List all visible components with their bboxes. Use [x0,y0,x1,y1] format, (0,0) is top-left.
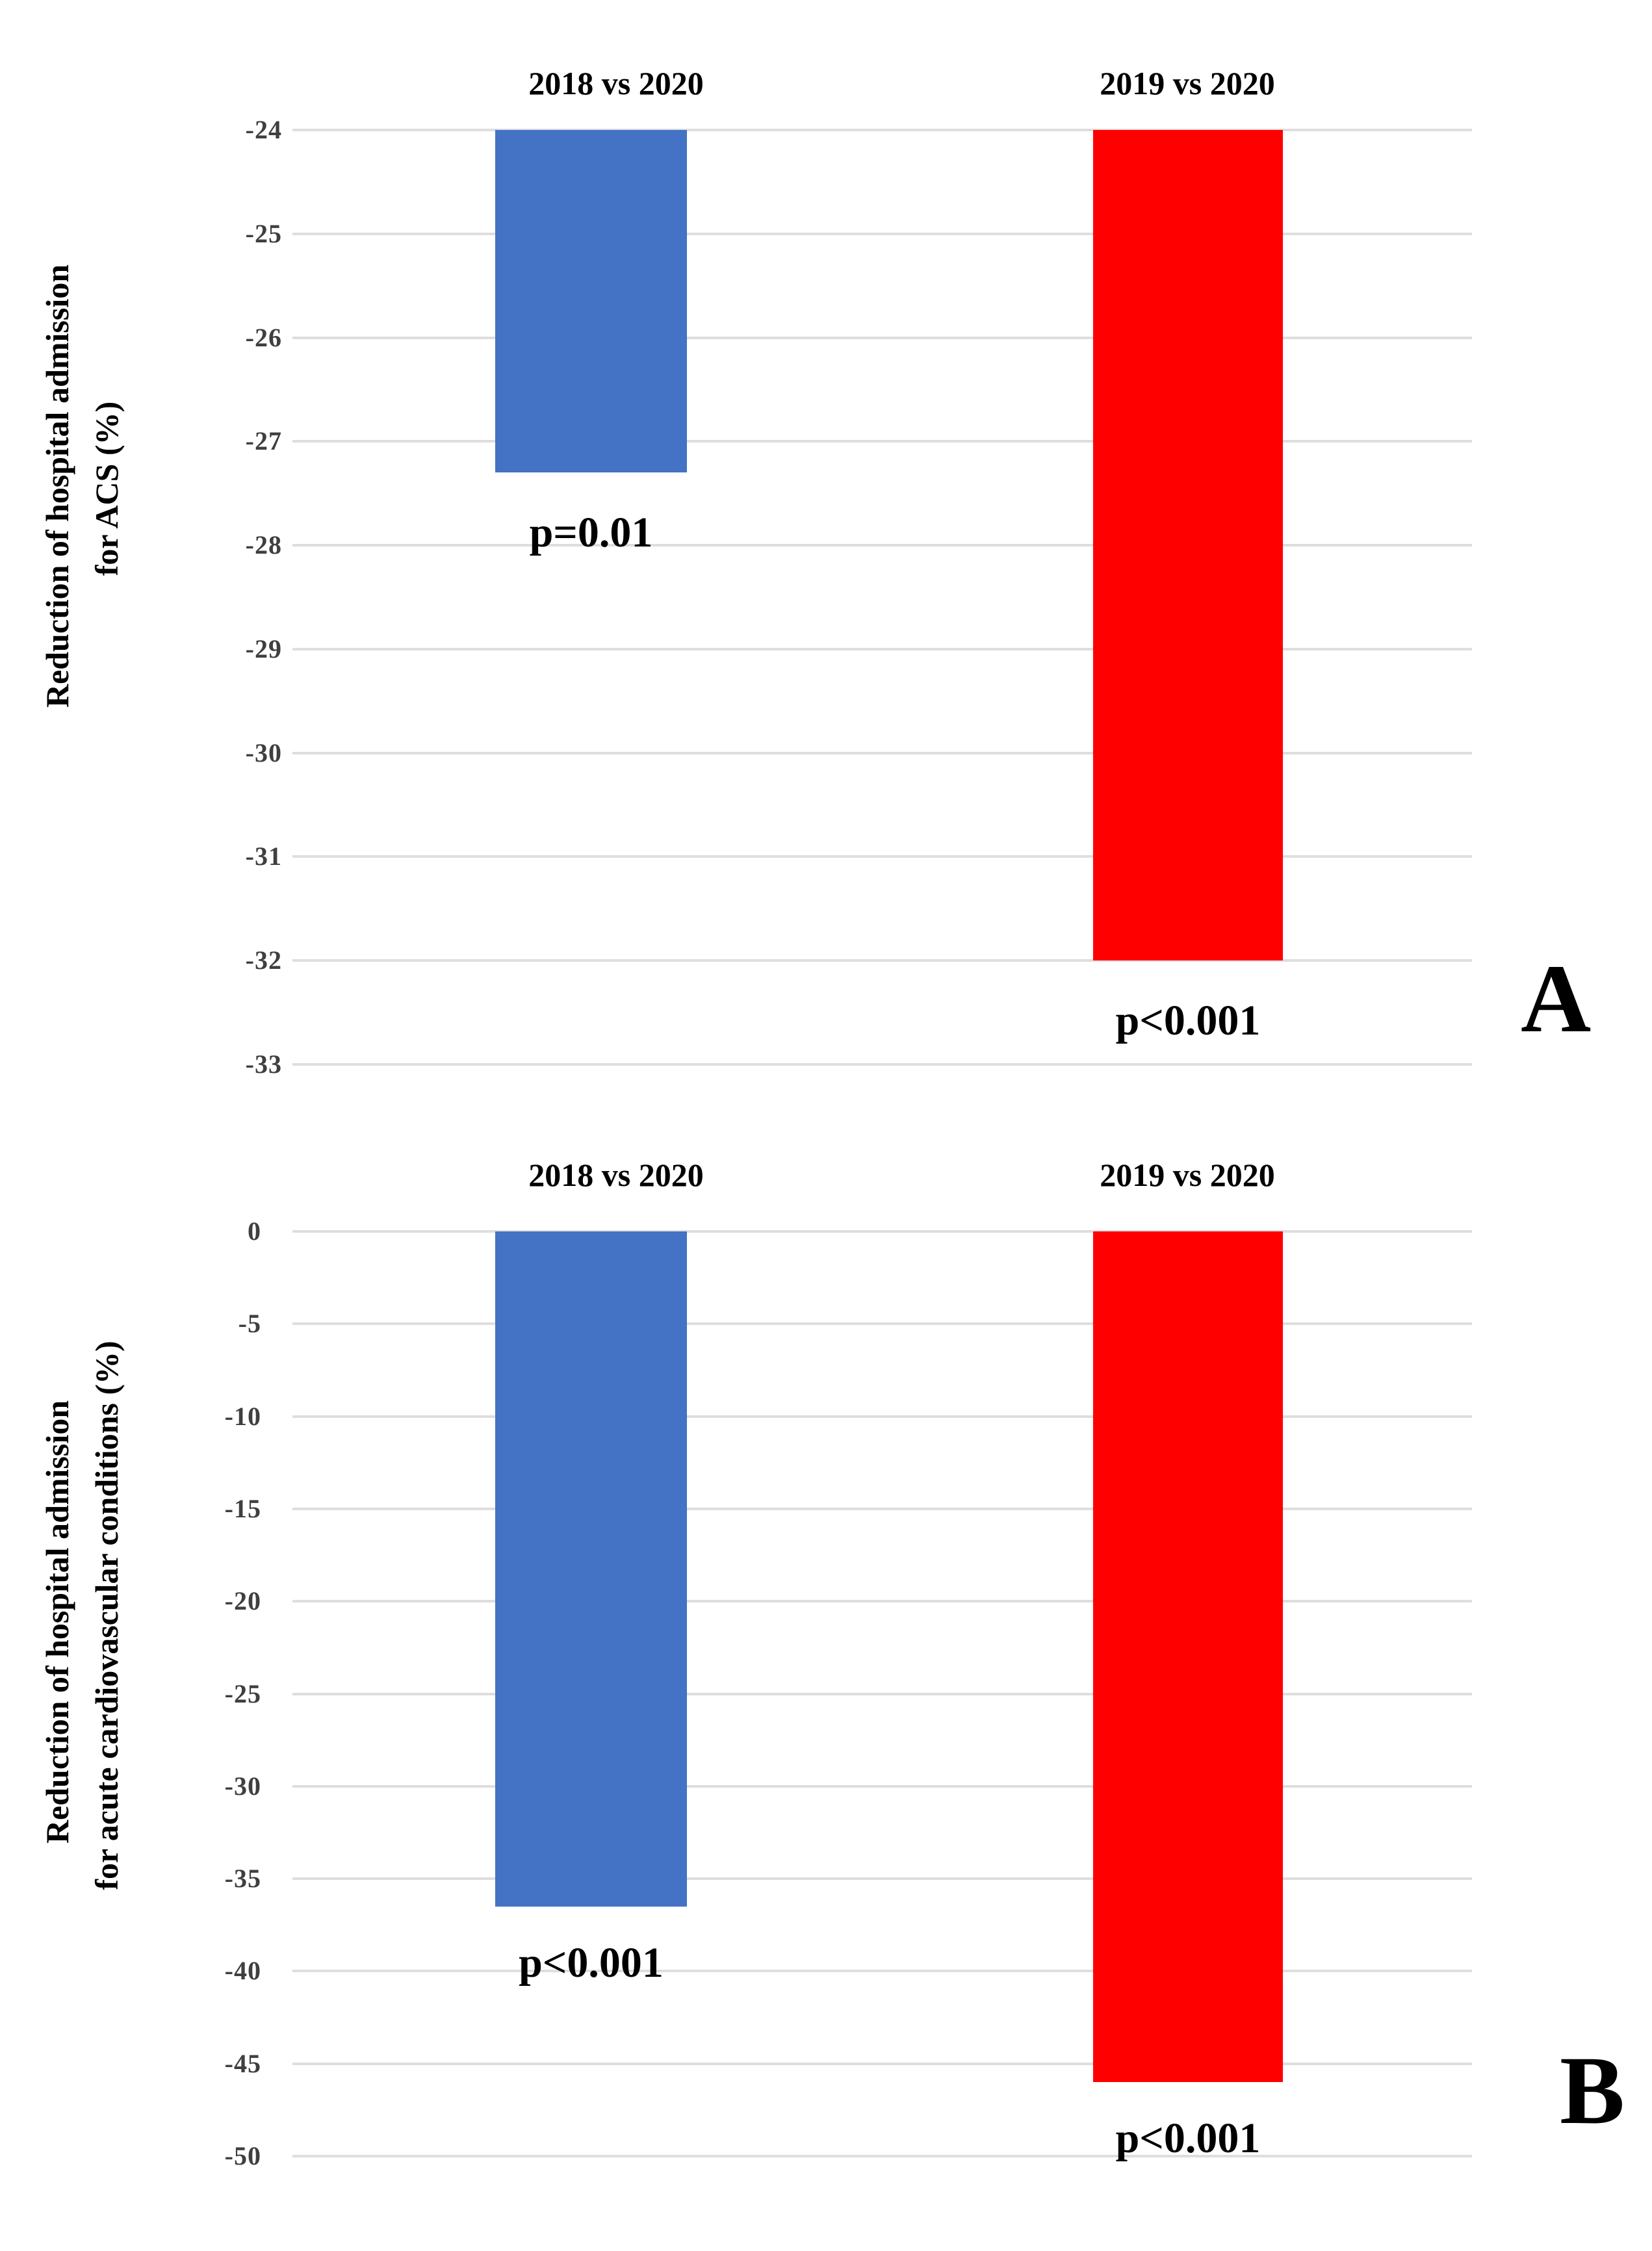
y-tick-label: -33 [245,1049,282,1079]
gridline-b--35 [292,1877,1472,1881]
y-tick-label: -10 [224,1401,261,1431]
panel-letter-a: A [1521,945,1592,1053]
y-axis-title-line1-b: Reduction of hospital admission [39,1400,75,1844]
y-tick-label: -31 [245,842,282,871]
gridline-a--28 [292,544,1472,547]
bar-a-2019-vs-2020 [1093,130,1283,961]
gridline-b--20 [292,1600,1472,1603]
y-tick-label: -29 [245,634,282,663]
y-axis-title-line2-b: for acute cardiovascular conditions (%) [88,1341,125,1890]
bar-b-2019-vs-2020 [1093,1231,1283,2083]
bar-title: 2019 vs 2020 [1100,1157,1275,1193]
gridline-a--31 [292,855,1472,858]
gridline-b--30 [292,1784,1472,1788]
gridline-b--45 [292,2062,1472,2065]
y-tick-label: -35 [224,1864,261,1894]
gridline-a--33 [292,1063,1472,1066]
p-value-label: p<0.001 [1115,997,1261,1045]
y-tick-label: -25 [224,1679,261,1708]
bar-title: 2019 vs 2020 [1100,65,1275,101]
y-tick-label: -40 [224,1956,261,1986]
gridline-a--30 [292,751,1472,754]
p-value-label: p=0.01 [529,509,653,557]
y-tick-label: -28 [245,530,282,560]
gridline-a--32 [292,959,1472,962]
gridline-b--40 [292,1970,1472,1973]
bar-a-2018-vs-2020 [495,130,687,473]
bar-title: 2018 vs 2020 [528,65,704,101]
gridline-a--29 [292,647,1472,650]
panel-letter-b: B [1560,2037,1625,2144]
y-tick-label: -5 [238,1309,261,1339]
y-tick-label: -27 [245,426,282,456]
y-tick-label: -45 [224,2048,261,2078]
gridline-b--10 [292,1415,1472,1418]
p-value-label: p<0.001 [1115,2115,1261,2163]
gridline-b--5 [292,1322,1472,1326]
y-tick-label: -30 [224,1771,261,1801]
y-tick-label: -26 [245,322,282,352]
gridline-b--25 [292,1692,1472,1695]
y-tick-label: -24 [245,115,282,144]
bar-b-2018-vs-2020 [495,1231,687,1907]
gridline-b--15 [292,1507,1472,1510]
gridline-b-0 [292,1230,1472,1233]
y-tick-label: 0 [248,1216,261,1246]
y-tick-label: -25 [245,218,282,248]
y-tick-label: -30 [245,738,282,767]
y-tick-label: -50 [224,2141,261,2170]
gridline-a--25 [292,232,1472,235]
p-value-label: p<0.001 [519,1938,664,1987]
gridline-a--26 [292,336,1472,339]
gridline-a--27 [292,440,1472,443]
y-tick-label: -15 [224,1493,261,1523]
gridline-a--24 [292,129,1472,131]
y-tick-label: -32 [245,945,282,975]
bar-title: 2018 vs 2020 [528,1157,704,1193]
gridline-b--50 [292,2155,1472,2157]
y-tick-label: -20 [224,1586,261,1616]
